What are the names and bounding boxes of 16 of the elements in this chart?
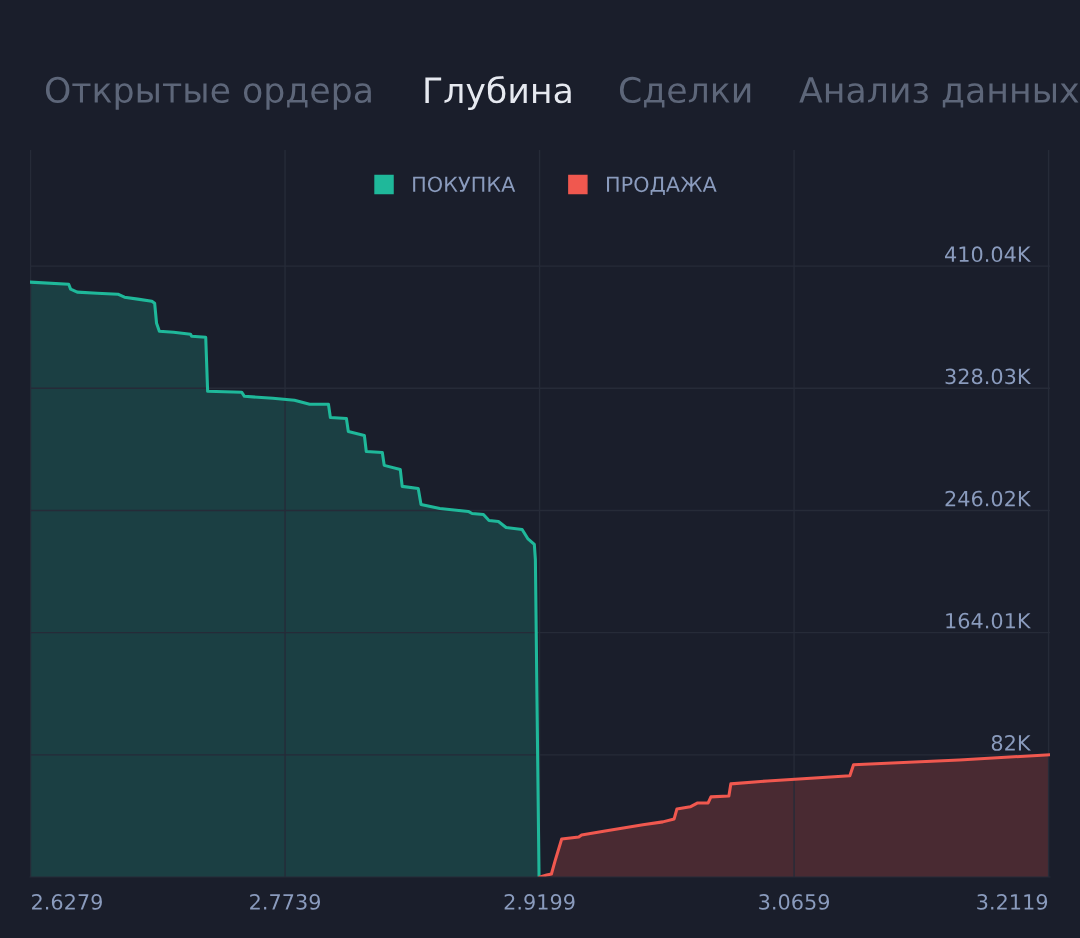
- y-tick-label: 246.02K: [945, 490, 1031, 507]
- text: Открытые ордера: [45, 76, 371, 110]
- chart-title: Глубина: [425, 75, 571, 111]
- x-tick-label: 2.7739: [250, 894, 321, 910]
- x-tick-label: 3.2119: [977, 894, 1048, 910]
- legend-label: ПРОДАЖА: [607, 176, 717, 196]
- y-tick-label: 410.04K: [945, 246, 1031, 263]
- x-tick-label: 3.0659: [759, 894, 830, 910]
- text: Анализ данных: [799, 77, 1079, 108]
- x-tick-label: 2.6279: [32, 894, 102, 910]
- y-tick-label: 82K: [991, 735, 1031, 751]
- y-tick-label: 328.03K: [945, 368, 1031, 385]
- x-tick-label: 2.9199: [504, 894, 575, 910]
- y-tick-label: 164.01K: [946, 612, 1031, 629]
- text: Сделки: [619, 76, 751, 108]
- legend-label: ПОКУПКА: [413, 176, 516, 193]
